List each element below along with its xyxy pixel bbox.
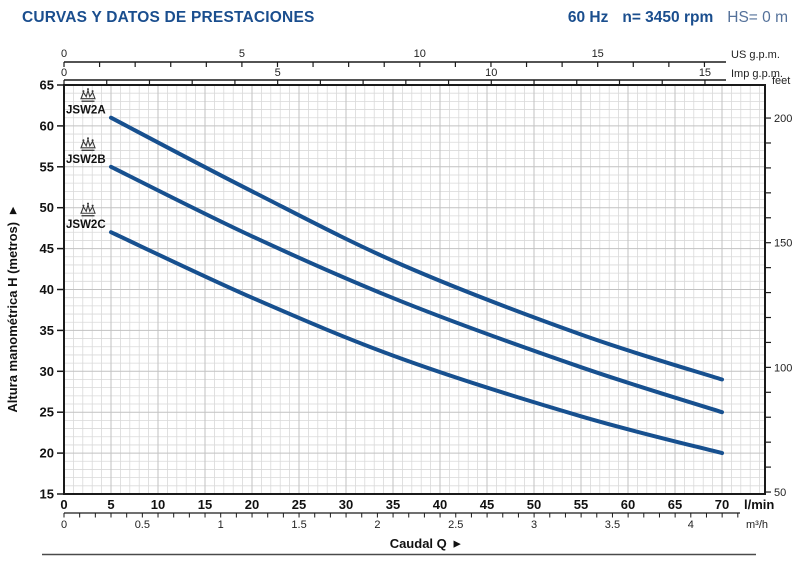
- frequency-value: 60 Hz: [567, 9, 609, 26]
- lmin-tick-label: 60: [621, 497, 635, 512]
- lmin-unit-label: l/min: [744, 497, 774, 512]
- usgpm-tick-label: 10: [414, 48, 426, 60]
- y-tick-label: 30: [40, 364, 54, 379]
- impgpm-tick-label: 15: [699, 67, 711, 79]
- feet-tick-label: 100: [774, 362, 792, 374]
- lmin-tick-label: 5: [107, 497, 114, 512]
- y-axis-arrow-icon: ▸: [5, 206, 20, 215]
- series-label-JSW2B: JSW2B: [66, 137, 106, 166]
- crown-icon: [80, 88, 96, 100]
- lmin-tick-label: 55: [574, 497, 588, 512]
- x-axis-lmin: 0 5 10 15 20 25 30 35 40 45 50 55 60 65 70: [60, 497, 729, 512]
- series-name-label: JSW2A: [66, 105, 106, 117]
- y-tick-label: 35: [40, 323, 54, 338]
- series-name-label: JSW2B: [66, 154, 106, 166]
- crown-icon: [80, 202, 96, 214]
- y-tick-label: 20: [40, 446, 54, 461]
- feet-tick-label: 150: [774, 238, 792, 250]
- feet-tick-label: 50: [774, 487, 786, 499]
- y-tick-label: 55: [40, 159, 54, 174]
- x-axis-usgpm: 0 5 10 15: [61, 48, 726, 67]
- feet-unit-label: feet: [772, 75, 790, 87]
- m3h-tick-label: 2: [374, 519, 380, 531]
- impgpm-tick-label: 5: [275, 67, 281, 79]
- y-tick-label: 50: [40, 200, 54, 215]
- lmin-tick-label: 65: [668, 497, 682, 512]
- y-tick-label: 65: [40, 78, 54, 93]
- lmin-tick-label: 35: [386, 497, 400, 512]
- impgpm-tick-label: 0: [61, 67, 67, 79]
- m3h-tick-label: 4: [688, 519, 694, 531]
- y-tick-label: 15: [40, 487, 54, 502]
- lmin-tick-label: 25: [292, 497, 306, 512]
- operating-conditions: 60 Hz n= 3450 rpm HS= 0 m: [568, 9, 788, 27]
- impgpm-tick-label: 10: [485, 67, 497, 79]
- lmin-tick-label: 50: [527, 497, 541, 512]
- suction-head-value: HS= 0 m: [727, 9, 788, 26]
- usgpm-tick-label: 15: [592, 48, 604, 60]
- y-tick-label: 40: [40, 282, 54, 297]
- curve-JSW2A: [109, 115, 724, 382]
- x-axis-arrow-icon: ▸: [453, 536, 462, 551]
- m3h-tick-label: 2.5: [448, 519, 463, 531]
- curve-JSW2B: [109, 164, 724, 415]
- lmin-tick-label: 45: [480, 497, 494, 512]
- lmin-tick-label: 10: [151, 497, 165, 512]
- y-tick-label: 60: [40, 118, 54, 133]
- y-axis-feet: 50 100 150 200: [765, 113, 792, 499]
- y-tick-label: 25: [40, 405, 54, 420]
- curve-JSW2C: [109, 230, 724, 456]
- m3h-tick-label: 3: [531, 519, 537, 531]
- us-gpm-unit-label: US g.p.m.: [731, 49, 780, 61]
- m3h-unit-label: m³/h: [746, 519, 768, 531]
- curves: [109, 115, 724, 456]
- grid-major: [64, 85, 765, 494]
- imp-gpm-unit-label: Imp g.p.m.: [731, 68, 783, 80]
- x-axis-m3h: 0 0.5 1 1.5 2 2.5 3 3.5 4: [61, 512, 740, 531]
- series-label-JSW2A: JSW2A: [66, 88, 106, 117]
- series-name-label: JSW2C: [66, 219, 106, 231]
- lmin-tick-label: 40: [433, 497, 447, 512]
- lmin-tick-label: 20: [245, 497, 259, 512]
- lmin-tick-label: 70: [715, 497, 729, 512]
- m3h-tick-label: 1.5: [291, 519, 306, 531]
- y-axis-meters: 15 20 25 30 35 40 45 50 55 60 65: [40, 78, 64, 502]
- y-tick-label: 45: [40, 241, 54, 256]
- m3h-tick-label: 1: [218, 519, 224, 531]
- x-axis-title: Caudal Q ▸: [390, 536, 462, 552]
- m3h-tick-label: 0: [61, 519, 67, 531]
- series-label-JSW2C: JSW2C: [66, 202, 106, 231]
- lmin-tick-label: 30: [339, 497, 353, 512]
- crown-icon: [80, 137, 96, 149]
- y-axis-title: Altura manométrica H (metros)▸: [5, 206, 21, 413]
- m3h-tick-label: 3.5: [605, 519, 620, 531]
- speed-value: n= 3450 rpm: [622, 9, 714, 26]
- feet-tick-label: 200: [774, 113, 792, 125]
- m3h-tick-label: 0.5: [135, 519, 150, 531]
- usgpm-tick-label: 0: [61, 48, 67, 60]
- page-title: CURVAS Y DATOS DE PRESTACIONES: [22, 9, 315, 26]
- usgpm-tick-label: 5: [239, 48, 245, 60]
- lmin-tick-label: 0: [60, 497, 67, 512]
- lmin-tick-label: 15: [198, 497, 212, 512]
- x-axis-impgpm: 0 5 10 15: [61, 67, 726, 84]
